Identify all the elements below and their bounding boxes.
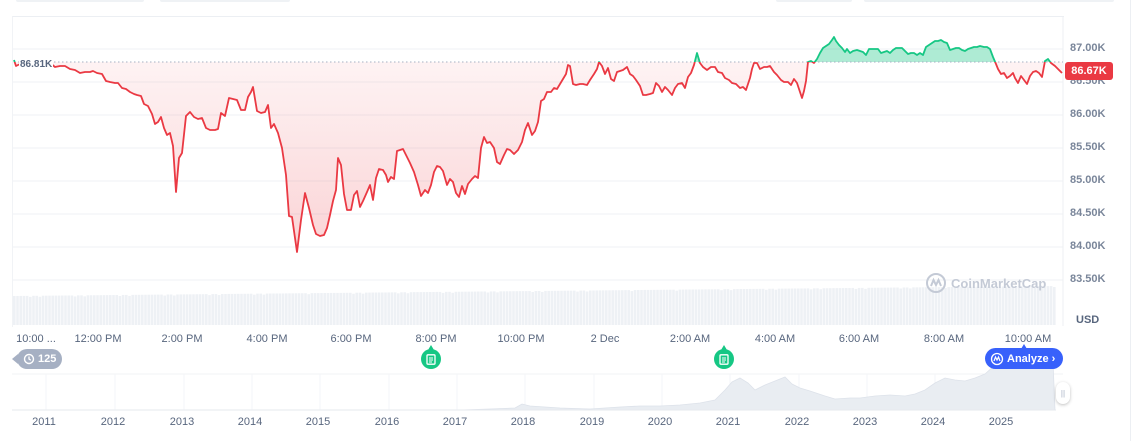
x-tick-label: 12:00 PM	[74, 333, 122, 345]
x-tick-label: 4:00 PM	[246, 333, 288, 345]
overview-year-label: 2018	[510, 416, 536, 428]
page-right-border	[1130, 0, 1131, 441]
news-event-marker[interactable]	[714, 345, 734, 369]
y-tick-label: 83.50K	[1070, 273, 1106, 285]
overview-year-label: 2012	[100, 416, 126, 428]
overview-year-label: 2019	[579, 416, 605, 428]
x-tick-label: 10:00 AM	[1004, 333, 1052, 345]
coinmarketcap-watermark: CoinMarketCap	[925, 272, 1046, 294]
overview-year-label: 2017	[442, 416, 468, 428]
x-tick-label: 2:00 AM	[669, 333, 711, 345]
x-tick-label: 2 Dec	[590, 333, 620, 345]
analyze-label: Analyze	[1007, 352, 1049, 365]
x-tick-label: 6:00 AM	[838, 333, 880, 345]
x-tick-label: 8:00 AM	[923, 333, 965, 345]
overview-year-label: 2021	[715, 416, 741, 428]
overview-year-label: 2024	[920, 416, 946, 428]
x-tick-label: 10:00 ...	[16, 333, 56, 345]
overview-year-label: 2020	[647, 416, 673, 428]
y-tick-label: 84.00K	[1070, 240, 1106, 252]
price-line	[13, 36, 1063, 253]
top-tab-stub[interactable]	[864, 0, 1114, 2]
clock-history-icon	[23, 353, 35, 365]
y-tick-label: 85.00K	[1070, 174, 1106, 186]
overview-year-label: 2016	[374, 416, 400, 428]
overview-year-label: 2011	[32, 416, 56, 428]
current-price-badge: 86.67K	[1065, 62, 1113, 80]
overview-year-label: 2015	[305, 416, 331, 428]
chevron-right-icon: ›	[1051, 352, 1056, 365]
x-tick-label: 10:00 PM	[497, 333, 545, 345]
top-tab-stub[interactable]	[160, 0, 290, 2]
document-icon	[719, 353, 729, 365]
x-tick-label: 4:00 AM	[754, 333, 796, 345]
overview-year-label: 2025	[988, 416, 1014, 428]
overview-year-label: 2023	[852, 416, 878, 428]
history-count: 125	[38, 353, 57, 365]
x-tick-label: 8:00 PM	[415, 333, 457, 345]
price-area-fill	[14, 37, 1062, 252]
x-tick-label: 6:00 PM	[330, 333, 372, 345]
y-tick-label: 87.00K	[1070, 42, 1106, 54]
chart-panel	[12, 16, 1064, 327]
history-events-button[interactable]: 125	[11, 349, 63, 369]
coinmarketcap-logo-icon	[926, 273, 946, 293]
x-tick-label: 2:00 PM	[161, 333, 203, 345]
top-tab-stub[interactable]	[16, 0, 144, 2]
analyze-button[interactable]: Analyze ›	[985, 344, 1064, 369]
overview-year-label: 2013	[169, 416, 195, 428]
overview-year-label: 2014	[237, 416, 263, 428]
overview-navigator[interactable]	[12, 356, 1063, 411]
volume-bars	[13, 286, 1056, 325]
y-tick-label: 85.50K	[1070, 141, 1106, 153]
watermark-text: CoinMarketCap	[951, 275, 1047, 291]
ai-chat-icon	[990, 352, 1004, 365]
currency-label: USD	[1076, 314, 1100, 326]
overview-year-label: 2022	[784, 416, 810, 428]
document-icon	[426, 353, 436, 365]
top-tab-stub[interactable]	[776, 0, 852, 2]
news-event-marker[interactable]	[421, 345, 441, 369]
overview-range-handle[interactable]: ||	[1056, 382, 1070, 404]
baseline-price-label: 86.81K	[19, 59, 54, 70]
y-tick-label: 86.00K	[1070, 108, 1106, 120]
y-tick-label: 84.50K	[1070, 207, 1106, 219]
